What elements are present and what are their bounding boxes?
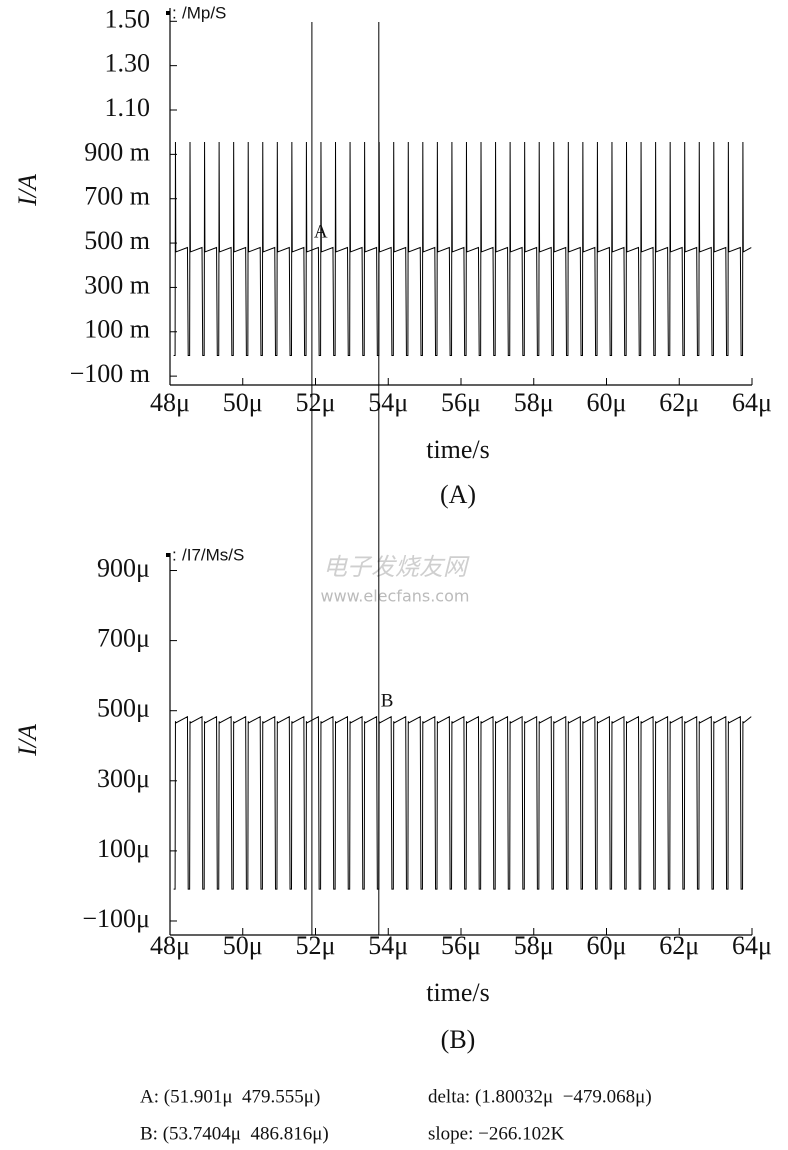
legend-marker <box>166 11 170 15</box>
legend-label: /Mp/S <box>182 3 226 22</box>
y-tick-label: −100 m <box>70 359 150 388</box>
y-tick-label: 900μ <box>97 553 150 582</box>
caption: (A) <box>440 480 476 509</box>
x-tick-label: 56μ <box>441 388 481 417</box>
x-tick-label: 58μ <box>514 388 554 417</box>
y-tick-label: 1.50 <box>105 4 151 33</box>
legend-colon: : <box>172 545 177 564</box>
x-tick-label: 50μ <box>223 931 263 960</box>
y-tick-label: 300μ <box>97 764 150 793</box>
readout: B: (53.7404μ 486.816μ) <box>140 1123 329 1144</box>
legend-marker <box>166 553 170 557</box>
x-tick-label: 50μ <box>223 388 263 417</box>
x-tick-label: 48μ <box>150 931 190 960</box>
y-tick-label: 100μ <box>97 834 150 863</box>
caption: (B) <box>441 1025 476 1054</box>
x-tick-label: 64μ <box>732 931 772 960</box>
y-tick-label: −100μ <box>82 904 150 933</box>
x-tick-label: 52μ <box>296 931 336 960</box>
cursor-label: A <box>314 222 328 243</box>
readout: slope: −266.102K <box>428 1123 565 1144</box>
readout: A: (51.901μ 479.555μ) <box>140 1086 320 1107</box>
y-tick-label: 300 m <box>84 270 150 299</box>
x-tick-label: 60μ <box>587 931 627 960</box>
x-tick-label: 56μ <box>441 931 481 960</box>
watermark-url: www.elecfans.com <box>321 587 470 606</box>
legend-colon: : <box>172 3 177 22</box>
watermark-title: 电子发烧友网 <box>323 553 470 581</box>
x-tick-label: 58μ <box>514 931 554 960</box>
y-axis-title: I/A <box>13 724 42 757</box>
x-tick-label: 54μ <box>368 931 408 960</box>
x-tick-label: 48μ <box>150 388 190 417</box>
y-tick-label: 700μ <box>97 624 150 653</box>
x-tick-label: 52μ <box>296 388 336 417</box>
x-tick-label: 62μ <box>659 388 699 417</box>
readout: delta: (1.80032μ −479.068μ) <box>428 1086 652 1107</box>
x-tick-label: 62μ <box>659 931 699 960</box>
y-tick-label: 500 m <box>84 226 150 255</box>
x-tick-label: 60μ <box>587 388 627 417</box>
series-line <box>173 141 752 357</box>
series-line <box>173 715 752 890</box>
cursor-label: B <box>381 691 394 712</box>
y-tick-label: 100 m <box>84 315 150 344</box>
y-tick-label: 700 m <box>84 182 150 211</box>
y-tick-label: 900 m <box>84 137 150 166</box>
x-axis-title: time/s <box>426 978 490 1007</box>
y-tick-label: 1.10 <box>105 93 151 122</box>
y-tick-label: 1.30 <box>105 49 151 78</box>
x-tick-label: 54μ <box>368 388 408 417</box>
y-tick-label: 500μ <box>97 694 150 723</box>
y-axis-title: I/A <box>13 174 42 207</box>
x-axis-title: time/s <box>426 435 490 464</box>
legend-label: /I7/Ms/S <box>182 545 244 564</box>
x-tick-label: 64μ <box>732 388 772 417</box>
